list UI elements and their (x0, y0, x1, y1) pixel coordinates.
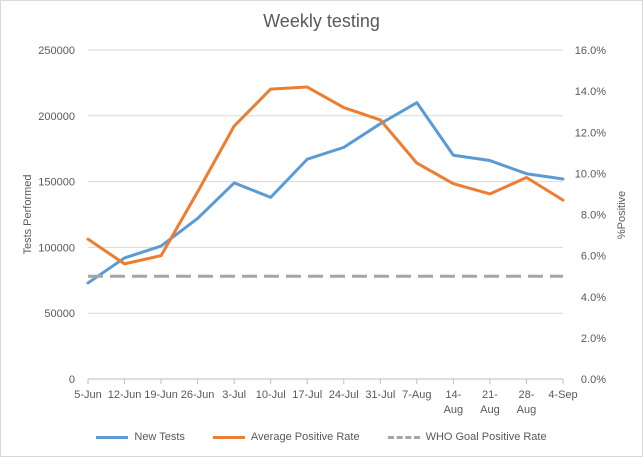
x-tick-label: 21-Aug (480, 389, 500, 416)
y-axis-title: Tests Performed (22, 174, 34, 254)
x-tick-label: 28-Aug (517, 389, 537, 416)
chart-title: Weekly testing (263, 11, 380, 31)
y-tick-label: 50000 (44, 308, 75, 320)
x-tick-label: 10-Jul (256, 389, 286, 401)
y2-tick-label: 10.0% (575, 168, 606, 180)
legend-label-new-tests: New Tests (134, 431, 185, 443)
legend-swatch-average-positive-rate (212, 435, 245, 439)
legend-swatch-new-tests (96, 435, 129, 439)
y2-tick-label: 2.0% (581, 333, 606, 345)
y2-tick-label: 12.0% (575, 127, 606, 139)
y2-tick-label: 14.0% (575, 86, 606, 98)
y-tick-label: 250000 (38, 45, 75, 57)
x-tick-label: 26-Jun (181, 389, 215, 401)
x-tick-label: 14-Aug (444, 389, 464, 416)
y2-tick-label: 8.0% (581, 210, 606, 222)
x-tick-label: 24-Jul (329, 389, 359, 401)
legend-item-average-positive-rate: Average Positive Rate (212, 428, 360, 446)
y-tick-label: 100000 (38, 242, 75, 254)
chart-legend: New Tests Average Positive Rate WHO Goal… (0, 428, 643, 446)
y2-axis-title: %Positive (616, 191, 628, 239)
legend-item-new-tests: New Tests (96, 428, 185, 446)
legend-swatch-who-goal (387, 435, 420, 439)
x-tick-label: 7-Aug (402, 389, 431, 401)
series-line-average-positive-rate (86, 85, 565, 266)
x-tick-label: 17-Jul (292, 389, 322, 401)
y2-tick-label: 6.0% (581, 251, 606, 263)
y-tick-label: 200000 (38, 111, 75, 123)
y-tick-label: 0 (69, 374, 75, 386)
x-tick-label: 5-Jun (74, 389, 102, 401)
x-tick-label: 4-Sep (548, 389, 577, 401)
y2-tick-label: 0.0% (581, 374, 606, 386)
y2-tick-label: 16.0% (575, 45, 606, 57)
x-tick-label: 12-Jun (108, 389, 142, 401)
series-line-new-tests (86, 101, 565, 285)
x-tick-label: 19-Jun (144, 389, 178, 401)
legend-label-average-positive-rate: Average Positive Rate (250, 431, 360, 443)
legend-item-who-goal: WHO Goal Positive Rate (387, 428, 547, 446)
y2-tick-label: 4.0% (581, 292, 606, 304)
x-tick-label: 3-Jul (222, 389, 246, 401)
legend-label-who-goal: WHO Goal Positive Rate (425, 431, 547, 443)
x-tick-label: 31-Jul (365, 389, 395, 401)
y-tick-label: 150000 (38, 177, 75, 189)
